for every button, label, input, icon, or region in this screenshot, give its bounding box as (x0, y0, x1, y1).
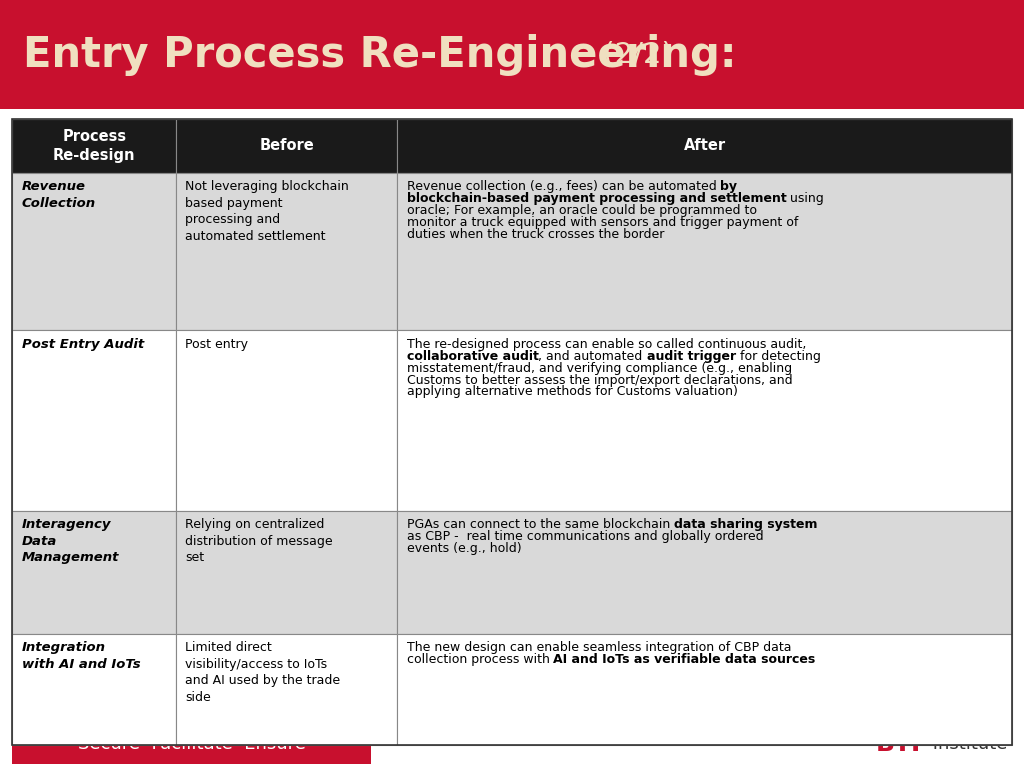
Text: The re-designed process can enable so called continuous audit,: The re-designed process can enable so ca… (407, 338, 806, 351)
Text: (2/2): (2/2) (594, 41, 673, 68)
Text: applying alternative methods for Customs valuation): applying alternative methods for Customs… (407, 386, 737, 399)
Bar (12, 119, 176, 173)
Text: by: by (720, 180, 737, 194)
Bar (397, 634, 1012, 745)
Text: BTI: BTI (876, 732, 921, 756)
Text: monitor a truck equipped with sensors and trigger payment of: monitor a truck equipped with sensors an… (407, 216, 798, 229)
Text: using: using (786, 192, 824, 205)
Text: AI and IoTs as verifiable data sources: AI and IoTs as verifiable data sources (553, 653, 816, 666)
Bar (0, 0, 1024, 109)
Text: Post Entry Audit: Post Entry Audit (22, 338, 143, 351)
Text: PGAs can connect to the same blockchain: PGAs can connect to the same blockchain (407, 518, 674, 531)
Bar (12, 634, 176, 745)
Text: Revenue
Collection: Revenue Collection (22, 180, 95, 210)
Text: Integration
with AI and IoTs: Integration with AI and IoTs (22, 641, 140, 670)
Bar (397, 511, 1012, 634)
Text: Secure  Facilitate  Ensure: Secure Facilitate Ensure (78, 735, 305, 753)
Text: collaborative audit: collaborative audit (407, 349, 539, 362)
Text: Not leveraging blockchain
based payment
processing and
automated settlement: Not leveraging blockchain based payment … (185, 180, 349, 243)
Bar (176, 511, 397, 634)
Text: collection process with: collection process with (407, 653, 553, 666)
Text: Post entry: Post entry (185, 338, 249, 351)
Text: data sharing system: data sharing system (674, 518, 817, 531)
Bar (12, 330, 176, 511)
Bar (12, 724, 371, 764)
Bar (176, 634, 397, 745)
Text: Institute: Institute (927, 735, 1007, 753)
Text: events (e.g., hold): events (e.g., hold) (407, 542, 521, 555)
Bar (176, 173, 397, 330)
Text: Limited direct
visibility/access to IoTs
and AI used by the trade
side: Limited direct visibility/access to IoTs… (185, 641, 340, 703)
Text: After: After (683, 138, 726, 154)
Text: for detecting: for detecting (736, 349, 820, 362)
Bar (12, 119, 1012, 745)
Bar (397, 330, 1012, 511)
Bar (397, 173, 1012, 330)
Bar (12, 173, 176, 330)
Text: Customs to better assess the import/export declarations, and: Customs to better assess the import/expo… (407, 373, 793, 386)
Text: Process
Re-design: Process Re-design (53, 129, 135, 163)
Bar (397, 119, 1012, 173)
Text: The new design can enable seamless integration of CBP data: The new design can enable seamless integ… (407, 641, 791, 654)
Bar (176, 119, 397, 173)
Text: duties when the truck crosses the border: duties when the truck crosses the border (407, 228, 664, 241)
Text: Revenue collection (e.g., fees) can be automated: Revenue collection (e.g., fees) can be a… (407, 180, 720, 194)
Text: , and automated: , and automated (539, 349, 646, 362)
Text: blockchain-based payment processing and settlement: blockchain-based payment processing and … (407, 192, 786, 205)
Text: Before: Before (259, 138, 314, 154)
Text: Entry Process Re-Engineering:: Entry Process Re-Engineering: (23, 34, 736, 75)
Text: audit trigger: audit trigger (646, 349, 736, 362)
Text: misstatement/fraud, and verifying compliance (e.g., enabling: misstatement/fraud, and verifying compli… (407, 362, 792, 375)
Text: oracle; For example, an oracle could be programmed to: oracle; For example, an oracle could be … (407, 204, 757, 217)
Text: Relying on centralized
distribution of message
set: Relying on centralized distribution of m… (185, 518, 333, 564)
Text: Interagency
Data
Management: Interagency Data Management (22, 518, 119, 564)
Text: as CBP -  real time communications and globally ordered: as CBP - real time communications and gl… (407, 530, 763, 543)
Bar (12, 511, 176, 634)
Bar (176, 330, 397, 511)
